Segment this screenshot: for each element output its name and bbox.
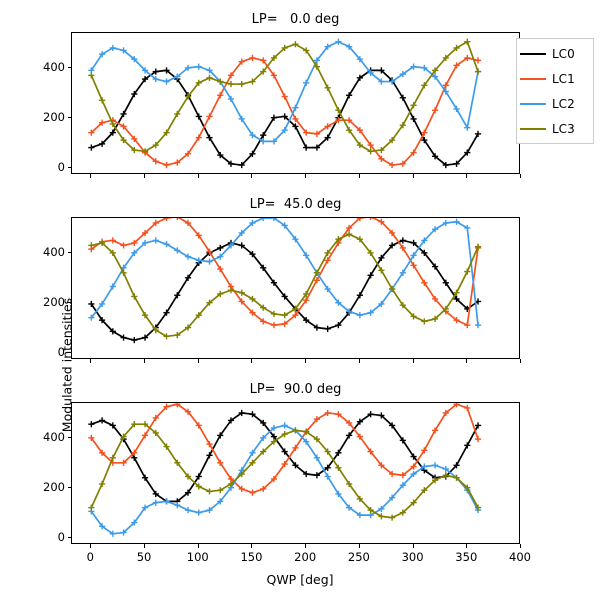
x-tickmark (358, 544, 360, 548)
subplot-title-2: LP= 90.0 deg (249, 382, 342, 397)
x-tick-label: 250 (347, 550, 370, 564)
legend-swatch-lc3 (520, 127, 546, 130)
series-markers-lc0 (88, 237, 482, 344)
y-tick-label: 200 (43, 479, 65, 494)
x-tickmark (90, 359, 92, 363)
x-tick-label: 150 (240, 550, 263, 564)
y-tick-label: 0 (57, 344, 65, 359)
y-tick-label: 200 (43, 109, 65, 124)
y-tickmark (67, 301, 71, 303)
y-tickmark (67, 351, 71, 353)
legend-item-lc2[interactable]: LC2 (520, 91, 590, 116)
x-tick-label: 100 (186, 550, 209, 564)
legend: LC0 LC1 LC2 LC3 (516, 38, 594, 144)
x-tickmark (358, 174, 360, 178)
x-tickmark (197, 359, 199, 363)
y-tick-label: 400 (43, 244, 65, 259)
series-line-lc1 (90, 218, 479, 326)
x-tickmark (520, 174, 521, 178)
series-line-lc2 (90, 424, 479, 535)
x-tickmark (466, 174, 468, 178)
series-markers-lc3 (88, 421, 482, 521)
series-markers-lc2 (88, 38, 482, 145)
series-line-lc3 (90, 423, 479, 519)
x-tickmark (412, 174, 414, 178)
y-tick-label: 0 (57, 159, 65, 174)
x-tickmark (305, 359, 307, 363)
x-tickmark (466, 544, 468, 548)
plot-area-2 (71, 402, 520, 544)
y-tick-label: 400 (43, 429, 65, 444)
legend-item-lc0[interactable]: LC0 (520, 41, 590, 66)
y-tickmark (67, 116, 71, 118)
x-tickmark (90, 174, 92, 178)
x-tick-label: 200 (294, 550, 317, 564)
series-markers-lc2 (88, 218, 482, 329)
x-tickmark (305, 174, 307, 178)
y-tickmark (67, 166, 71, 168)
x-tickmark (251, 544, 253, 548)
x-tick-label: 350 (455, 550, 478, 564)
series-markers-lc1 (88, 218, 482, 329)
x-tickmark (144, 174, 146, 178)
x-tickmark (358, 359, 360, 363)
x-tickmark (412, 359, 414, 363)
x-tickmark (90, 544, 92, 548)
y-tickmark (67, 66, 71, 68)
x-tick-label: 400 (509, 550, 531, 564)
plot-area-0 (71, 32, 520, 174)
legend-label: LC2 (552, 96, 575, 111)
legend-item-lc3[interactable]: LC3 (520, 116, 590, 141)
x-tickmark (144, 359, 146, 363)
y-tick-label: 400 (43, 59, 65, 74)
subplot-title-0: LP= 0.0 deg (251, 12, 340, 27)
series-markers-lc0 (88, 67, 482, 169)
y-tickmark (67, 251, 71, 253)
legend-swatch-lc1 (520, 77, 546, 80)
x-tick-label: 0 (86, 550, 94, 564)
x-tick-label: 50 (136, 550, 152, 564)
subplot-title-1: LP= 45.0 deg (249, 197, 342, 212)
series-markers-lc1 (88, 54, 482, 169)
y-tick-label: 0 (57, 529, 65, 544)
plot-area-1 (71, 217, 520, 359)
x-tick-label: 300 (401, 550, 424, 564)
y-tickmark (67, 436, 71, 438)
series-markers-lc3 (88, 231, 482, 340)
x-tickmark (144, 544, 146, 548)
x-tickmark (520, 544, 521, 548)
series-line-lc1 (90, 403, 479, 494)
x-tickmark (466, 359, 468, 363)
x-tickmark (251, 359, 253, 363)
series-markers-lc3 (88, 38, 482, 155)
legend-label: LC0 (552, 46, 575, 61)
y-tick-label: 200 (43, 294, 65, 309)
x-tickmark (412, 544, 414, 548)
legend-label: LC3 (552, 121, 575, 136)
y-tickmark (67, 536, 71, 538)
x-tickmark (251, 174, 253, 178)
x-tickmark (197, 544, 199, 548)
x-tickmark (197, 174, 199, 178)
series-line-lc2 (90, 218, 479, 326)
y-tickmark (67, 486, 71, 488)
legend-item-lc1[interactable]: LC1 (520, 66, 590, 91)
legend-label: LC1 (552, 71, 575, 86)
x-tickmark (520, 359, 521, 363)
legend-swatch-lc2 (520, 102, 546, 105)
x-axis-label: QWP [deg] (266, 572, 334, 587)
x-tickmark (305, 544, 307, 548)
legend-swatch-lc0 (520, 52, 546, 55)
